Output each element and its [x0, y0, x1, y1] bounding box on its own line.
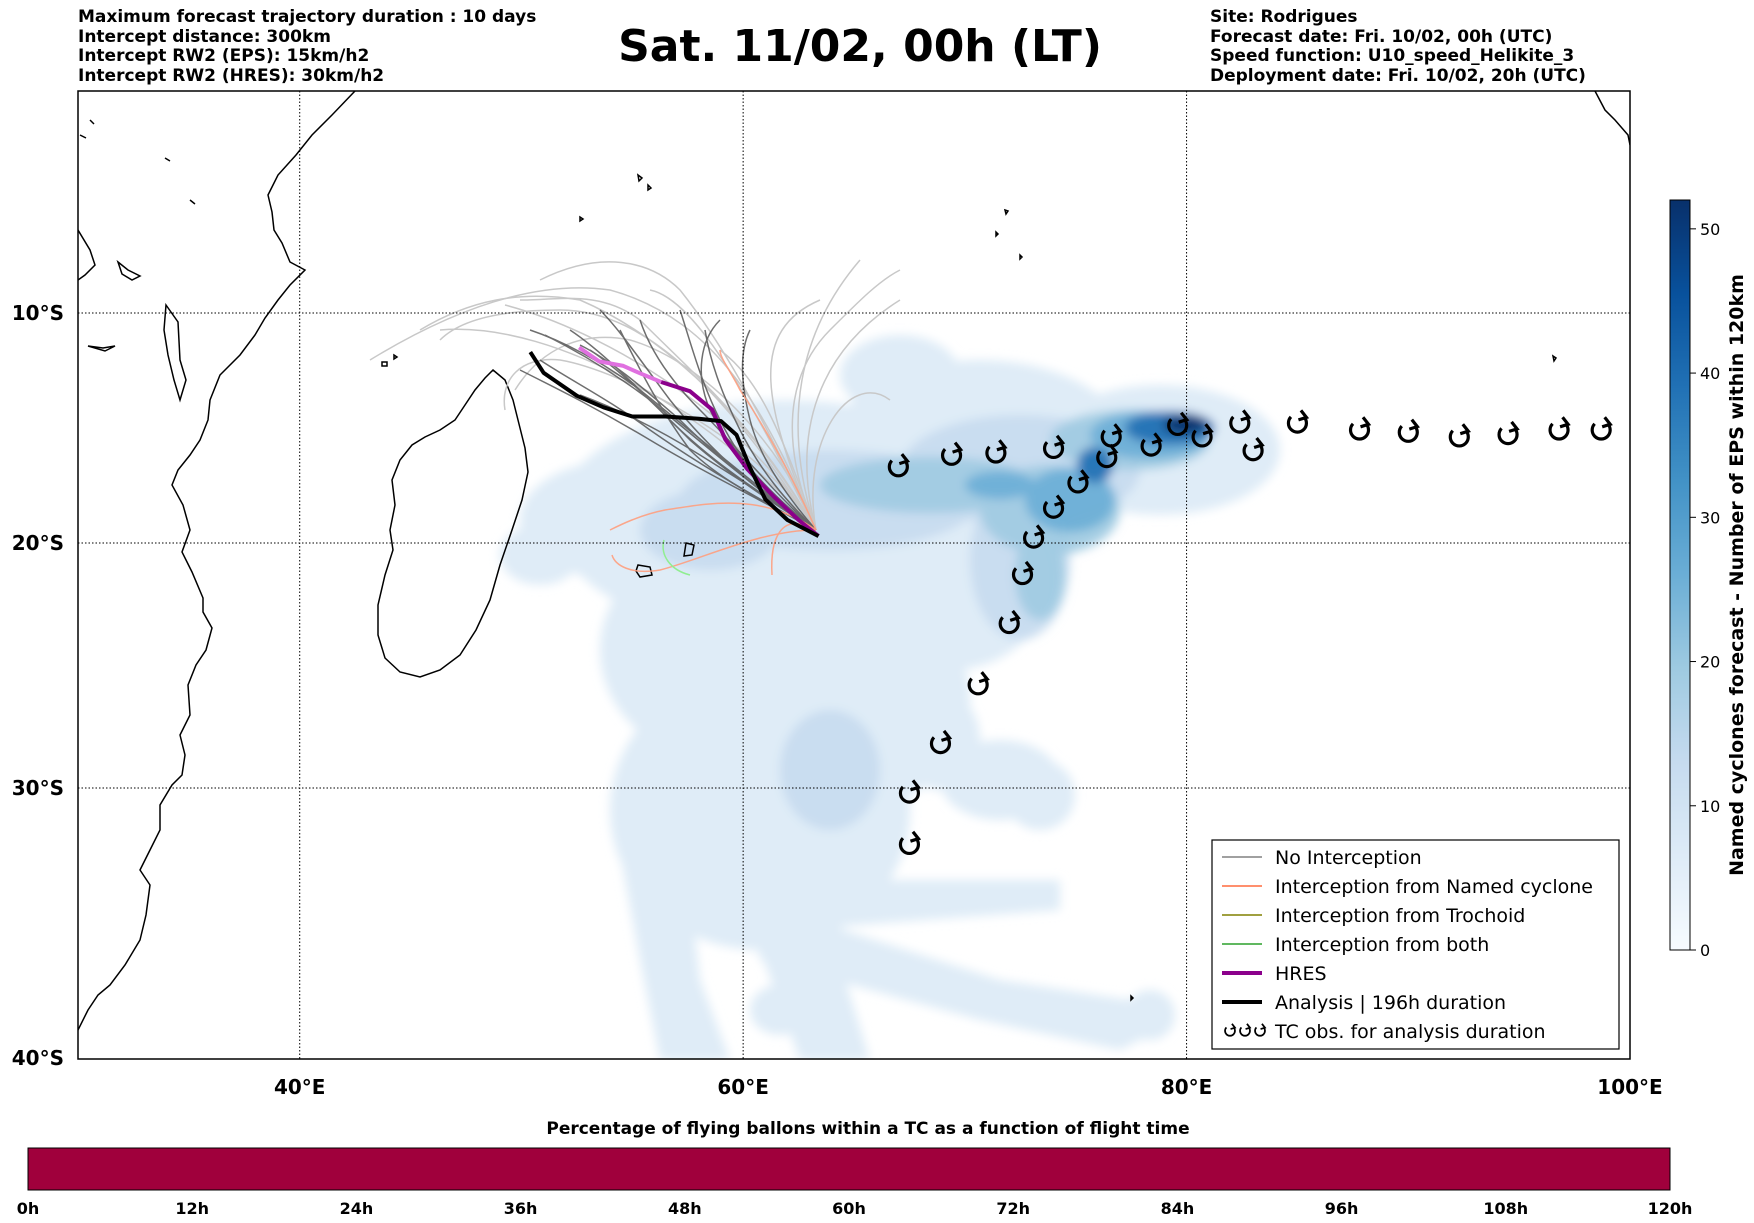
colorbar-title: Named cyclones forecast - Number of EPS … — [1726, 274, 1748, 876]
hres-track — [660, 380, 820, 538]
tropical-cyclone-icon — [1348, 415, 1371, 441]
header-right-line: Deployment date: Fri. 10/02, 20h (UTC) — [1210, 65, 1586, 86]
longitude-label: 80°E — [1161, 1075, 1213, 1099]
legend: No Interception Interception from Named c… — [1211, 839, 1620, 1050]
colorbar: 0 10 20 30 40 50 Named cyclones forecast - Nu… — [1669, 199, 1748, 960]
legend-label: TC obs. for analysis duration — [1274, 1021, 1546, 1043]
coastline-island-maldives — [995, 208, 1024, 261]
density-level-6 — [1163, 416, 1207, 434]
header-right-line: Forecast date: Fri. 10/02, 00h (UTC) — [1210, 26, 1553, 47]
longitude-labels: 40°E 60°E 80°E 100°E — [274, 1075, 1663, 1099]
header-left-line: Maximum forecast trajectory duration : 1… — [78, 7, 537, 27]
bottom-bar-ticks: 0h 12h 24h 36h 48h 60h 72h 84h 96h 108h 120h — [17, 1199, 1693, 1218]
bottom-bar-tick-label: 36h — [504, 1199, 538, 1218]
bottom-bar-tick-label: 96h — [1325, 1199, 1359, 1218]
header-right-line: Speed function: U10_speed_Helikite_3 — [1210, 46, 1575, 66]
tropical-cyclone-icon — [1548, 415, 1570, 441]
coastline-island-mauritius — [683, 542, 695, 557]
coastline-island-small-2 — [1130, 994, 1135, 1002]
latitude-labels: 10°S 20°S 30°S 40°S — [12, 301, 64, 1070]
latitude-label: 10°S — [12, 301, 64, 325]
colorbar-bar — [1669, 199, 1691, 951]
legend-label: Analysis | 196h duration — [1275, 992, 1506, 1014]
bottom-bar-tick-label: 84h — [1161, 1199, 1195, 1218]
latitude-label: 20°S — [12, 531, 64, 555]
coastline-island-reunion — [635, 564, 653, 578]
bottom-bar-fill — [27, 1147, 1671, 1191]
legend-label: No Interception — [1275, 847, 1422, 869]
header-right-info: Site: Rodrigues Forecast date: Fri. 10/0… — [1210, 7, 1586, 86]
bottom-bar-title: Percentage of flying ballons within a TC… — [546, 1119, 1189, 1139]
bottom-bar-tick-label: 60h — [832, 1199, 866, 1218]
legend-label: HRES — [1275, 963, 1327, 985]
bottom-bar-tick-label: 72h — [996, 1199, 1030, 1218]
tropical-cyclone-icon — [967, 670, 989, 696]
longitude-label: 40°E — [274, 1075, 326, 1099]
longitude-label: 60°E — [717, 1075, 769, 1099]
bottom-bar-tick-label: 0h — [17, 1199, 40, 1218]
header-left-line: Intercept RW2 (HRES): 30km/h2 — [78, 65, 385, 86]
latitude-label: 30°S — [12, 776, 64, 800]
longitude-label: 100°E — [1597, 1075, 1662, 1099]
coastline-madagascar — [377, 368, 529, 678]
legend-label: Interception from Named cyclone — [1275, 876, 1593, 898]
tropical-cyclone-icon — [1497, 420, 1519, 446]
colorbar-tick-label: 20 — [1700, 653, 1720, 672]
page-title: Sat. 11/02, 00h (LT) — [618, 21, 1102, 72]
latitude-label: 40°S — [12, 1046, 64, 1070]
coastline-africa — [78, 91, 356, 1031]
coastline-island-sumatra-edge — [1594, 91, 1630, 146]
coastline-island-small-1 — [1551, 354, 1558, 363]
bottom-bar-tick-label: 12h — [175, 1199, 209, 1218]
tropical-cyclone-icon — [1397, 418, 1419, 443]
analysis-track — [528, 351, 820, 538]
colorbar-ticks: 0 10 20 30 40 50 — [1690, 220, 1720, 960]
bottom-percentage-bar: Percentage of flying ballons within a TC… — [17, 1119, 1693, 1218]
bottom-bar-tick-label: 48h — [668, 1199, 702, 1218]
header-left-line: Intercept distance: 300km — [78, 26, 331, 47]
colorbar-tick-label: 30 — [1700, 508, 1720, 527]
coastline-island-comoros — [381, 353, 399, 367]
coastline-lake — [163, 302, 187, 403]
hres-track-early — [577, 345, 662, 384]
bottom-bar-tick-label: 24h — [340, 1199, 374, 1218]
trajectories-both — [662, 539, 691, 576]
colorbar-tick-label: 40 — [1700, 364, 1720, 383]
density-cloud — [500, 335, 1280, 1059]
trajectories — [369, 259, 901, 576]
colorbar-tick-label: 0 — [1700, 941, 1710, 960]
legend-box — [1211, 839, 1620, 1050]
header-left-line: Intercept RW2 (EPS): 15km/h2 — [78, 46, 370, 66]
colorbar-tick-label: 10 — [1700, 797, 1720, 816]
coastline-arabia-edge — [78, 229, 96, 281]
colorbar-tick-label: 50 — [1700, 220, 1720, 239]
map-grid — [78, 91, 1630, 1059]
header-right-line: Site: Rodrigues — [1210, 7, 1358, 27]
legend-label: Interception from Trochoid — [1275, 905, 1525, 927]
legend-items: No Interception Interception from Named c… — [1222, 847, 1593, 1043]
map-frame — [77, 90, 1631, 1060]
map-area — [78, 91, 1630, 1059]
header-left-info: Maximum forecast trajectory duration : 1… — [78, 7, 537, 86]
legend-label: Interception from both — [1275, 934, 1489, 956]
coastline-island-zanzibar — [87, 259, 142, 352]
coastlines — [78, 91, 1630, 1031]
trajectories-light — [369, 259, 901, 531]
coastline-island-north — [79, 119, 196, 205]
bottom-bar-tick-label: 108h — [1483, 1199, 1528, 1218]
tropical-cyclone-icon — [1448, 422, 1470, 448]
tropical-cyclone-icon — [1286, 408, 1309, 434]
coastline-island-seychelles — [579, 173, 653, 223]
bottom-bar-tick-label: 120h — [1648, 1199, 1693, 1218]
tropical-cyclone-icon — [1590, 415, 1612, 441]
